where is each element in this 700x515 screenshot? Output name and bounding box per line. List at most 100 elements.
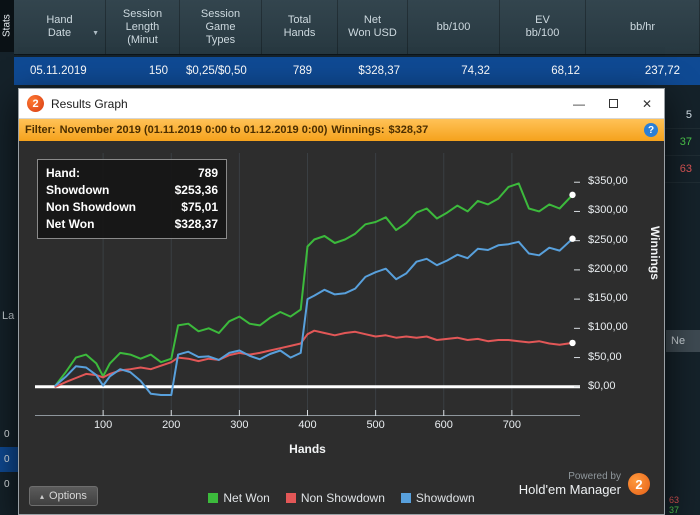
y-tick-label: $250,00 <box>588 233 628 246</box>
background-corner-value: 63 <box>669 495 680 505</box>
summary-row: Hand: 789 <box>46 165 218 182</box>
series-end-dot-non-showdown <box>569 339 576 347</box>
summary-value: $75,01 <box>181 200 218 214</box>
y-axis-tick-labels: $0,00 $50,00 $100,00 $150,00 $200,00 $250,00 $… <box>588 153 644 416</box>
column-header-bb100[interactable]: bb/100 <box>408 0 500 54</box>
results-plot <box>35 153 580 416</box>
column-header-session-length[interactable]: Session Length (Minut <box>106 0 180 54</box>
cell-bbhr: 237,72 <box>644 65 680 77</box>
column-header-total-hands[interactable]: Total Hands <box>262 0 338 54</box>
legend-item-showdown[interactable]: Showdown <box>400 491 475 505</box>
y-tick-label: $300,00 <box>588 204 628 217</box>
column-header-ev-bb100[interactable]: EV bb/100 <box>500 0 586 54</box>
summary-row: Non Showdown $75,01 <box>46 199 218 216</box>
winnings-value: $328,37 <box>388 124 429 136</box>
y-tick-label: $350,00 <box>588 175 628 188</box>
y-tick-label: $0,00 <box>588 379 616 392</box>
app-logo-icon: 2 <box>27 95 44 112</box>
brand-logo-icon: 2 <box>628 473 650 495</box>
column-header-session-game-types[interactable]: Session Game Types <box>180 0 262 54</box>
powered-by: Powered by Hold'em Manager 2 <box>519 471 650 497</box>
y-tick-label: $100,00 <box>588 321 628 334</box>
chart-area: Hand: 789 Showdown $253,36 Non Showdown $75,0… <box>19 141 664 514</box>
window-title: Results Graph <box>51 96 128 111</box>
series-line-showdown <box>54 237 574 396</box>
background-row-edge: 0 <box>4 479 10 490</box>
cell-total-hands: 789 <box>292 65 312 77</box>
maximize-icon <box>608 99 618 108</box>
filter-bar: Filter: November 2019 (01.11.2019 0:00 t… <box>19 119 664 141</box>
chart-legend: Net Won Non Showdown Showdown <box>19 491 664 505</box>
options-button[interactable]: ▴ Options <box>29 486 98 506</box>
background-right-rows: 5 37 63 <box>665 102 700 183</box>
background-row-edge-value: 63 <box>665 156 700 183</box>
summary-label: Non Showdown <box>46 200 136 214</box>
summary-value: 789 <box>197 166 218 180</box>
options-label: Options <box>49 490 87 502</box>
filter-label: Filter: <box>25 124 56 136</box>
powered-by-text: Powered by <box>568 471 621 482</box>
x-tick-label: 100 <box>93 419 113 431</box>
y-tick-label: $50,00 <box>588 350 622 363</box>
series-line-net-won <box>54 182 574 387</box>
summary-label: Showdown <box>46 183 110 197</box>
background-partial-button[interactable]: Ne <box>666 330 700 352</box>
legend-label: Net Won <box>223 491 270 505</box>
cell-hand-date: 05.11.2019 <box>30 65 87 77</box>
x-tick-label: 500 <box>366 419 385 431</box>
legend-label: Showdown <box>415 491 475 505</box>
stats-tab[interactable]: Stats <box>0 0 14 52</box>
column-header-net-won-usd[interactable]: Net Won USD <box>338 0 408 54</box>
cell-ev-bb100: 68,12 <box>551 65 580 77</box>
cell-session-game-types: $0,25/$0,50 <box>186 65 247 77</box>
summary-row: Showdown $253,36 <box>46 182 218 199</box>
legend-label: Non Showdown <box>300 491 385 505</box>
maximize-button[interactable] <box>596 89 630 119</box>
x-tick-label: 600 <box>434 419 453 431</box>
y-axis-title: Winnings <box>648 226 662 280</box>
x-tick-label: 400 <box>298 419 317 431</box>
background-row-edge: 0 <box>4 429 10 440</box>
help-icon[interactable]: ? <box>644 123 658 137</box>
results-graph-window: 2 Results Graph — ✕ Filter: November 201… <box>18 88 665 515</box>
legend-swatch-icon <box>285 493 296 503</box>
legend-item-net-won[interactable]: Net Won <box>208 491 270 505</box>
minimize-button[interactable]: — <box>573 96 585 111</box>
summary-value: $253,36 <box>174 183 218 197</box>
sort-arrow-icon: ▼ <box>92 30 99 37</box>
cell-bb100: 74,32 <box>461 65 490 77</box>
column-header-hand-date[interactable]: Hand Date ▼ <box>14 0 106 54</box>
close-button[interactable]: ✕ <box>641 96 653 111</box>
table-header: Hand Date ▼ Session Length (Minut Sessio… <box>14 0 700 55</box>
x-tick-label: 200 <box>162 419 181 431</box>
x-axis-title: Hands <box>289 442 326 456</box>
legend-swatch-icon <box>208 493 219 503</box>
summary-row: Net Won $328,37 <box>46 216 218 233</box>
legend-swatch-icon <box>400 493 411 503</box>
series-end-dot-net-won <box>569 191 576 199</box>
series-line-non-showdown <box>54 329 574 388</box>
background-corner-value: 37 <box>669 505 680 515</box>
legend-item-non-showdown[interactable]: Non Showdown <box>285 491 385 505</box>
x-tick-label: 300 <box>230 419 249 431</box>
background-partial-text: La <box>2 310 15 322</box>
series-end-dot-showdown <box>569 235 576 242</box>
x-tick-label: 700 <box>502 419 522 431</box>
column-header-bbhr[interactable]: bb/hr <box>586 0 700 54</box>
y-tick-label: $150,00 <box>588 292 628 305</box>
brand-name: Hold'em Manager <box>518 482 621 497</box>
cell-session-length: 150 <box>148 65 168 77</box>
chevron-up-icon: ▴ <box>40 491 45 501</box>
summary-label: Hand: <box>46 166 80 180</box>
table-row-selected[interactable]: 05.11.2019 150 $0,25/$0,50 789 $328,37 7… <box>14 57 700 85</box>
cell-net-won-usd: $328,37 <box>358 65 400 77</box>
x-axis-tick-labels: 100 200 300 400 500 600 700 <box>35 419 580 433</box>
y-tick-label: $200,00 <box>588 262 628 275</box>
background-bottom-right-values: 63 37 <box>669 495 679 515</box>
winnings-label: Winnings: <box>331 124 385 136</box>
window-titlebar[interactable]: 2 Results Graph — ✕ <box>19 89 664 119</box>
background-row-edge-value: 5 <box>665 102 700 129</box>
background-row-edge: 0 <box>0 447 18 472</box>
summary-label: Net Won <box>46 217 95 231</box>
